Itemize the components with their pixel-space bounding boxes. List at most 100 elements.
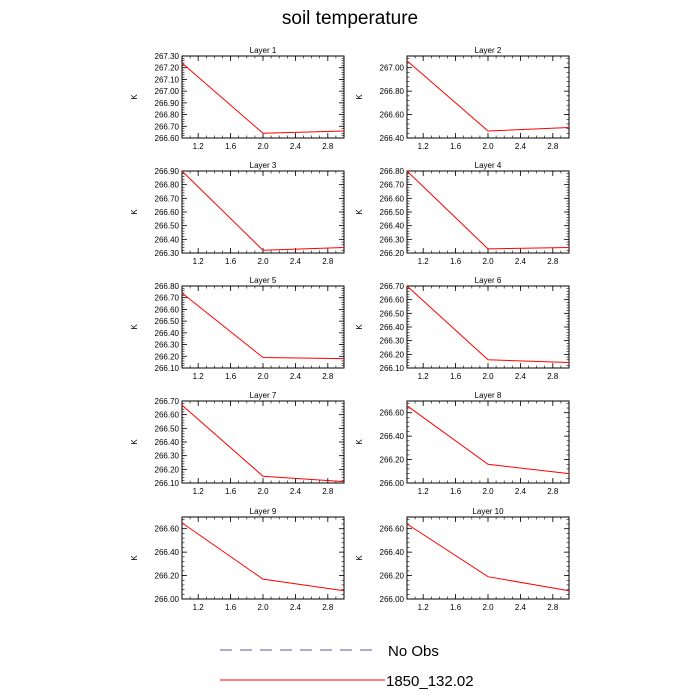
x-tick-label: 2.8: [322, 603, 334, 612]
y-tick-label: 266.70: [380, 282, 405, 291]
y-tick-label: 266.10: [380, 364, 405, 373]
y-tick-label: 266.60: [380, 194, 405, 203]
y-tick-label: 266.20: [155, 465, 180, 474]
panel-layer-1: Layer 1 K 266.60 266.70 266.80 266.90 267.00 26…: [130, 46, 345, 151]
y-tick-label: 266.60: [155, 305, 180, 314]
y-tick-label: 266.50: [155, 317, 180, 326]
x-tick-label: 2.0: [482, 487, 494, 496]
y-tick-label: 266.70: [155, 397, 180, 406]
x-tick-label: 2.4: [290, 603, 302, 612]
plot-frame: [181, 516, 345, 600]
x-tick-label: 1.2: [418, 257, 430, 266]
y-axis-label: K: [130, 209, 139, 215]
y-tick-label: 266.40: [380, 548, 405, 557]
x-tick-label: 1.6: [225, 487, 237, 496]
y-axis-label: K: [130, 439, 139, 445]
y-tick-label: 267.00: [380, 64, 405, 73]
y-tick-label: 266.60: [380, 525, 405, 534]
y-tick-label: 266.20: [380, 456, 405, 465]
series-line: [406, 405, 570, 475]
legend-label-run: 1850_132.02: [386, 673, 474, 690]
x-tick-label: 1.6: [450, 603, 462, 612]
y-tick-label: 266.10: [155, 364, 180, 373]
y-tick-label: 266.70: [155, 294, 180, 303]
y-tick-label: 266.30: [380, 337, 405, 346]
y-tick-label: 266.40: [380, 323, 405, 332]
y-tick-label: 266.40: [380, 222, 405, 231]
y-tick-label: 266.90: [155, 167, 180, 176]
y-tick-label: 266.70: [155, 194, 180, 203]
x-tick-label: 2.8: [322, 142, 334, 151]
y-tick-label: 266.20: [380, 249, 405, 258]
x-tick-label: 2.0: [257, 257, 269, 266]
panel-layer-2: Layer 2 K 266.40 266.60 266.80 267.00 1.2 1.6 2.…: [355, 46, 570, 151]
y-tick-label: 266.70: [380, 181, 405, 190]
legend-label-no-obs: No Obs: [388, 643, 439, 660]
plot-frame: [181, 400, 345, 484]
series-line: [406, 523, 570, 592]
plot-frame: [406, 285, 570, 369]
x-tick-label: 2.4: [515, 372, 527, 381]
y-tick-label: 266.50: [155, 424, 180, 433]
plot-frame: [181, 170, 345, 254]
y-axis-label: K: [355, 94, 364, 100]
panel-title: Layer 1: [250, 46, 277, 55]
y-tick-label: 266.30: [155, 249, 180, 258]
y-tick-label: 266.60: [155, 134, 180, 143]
y-axis-label: K: [355, 555, 364, 561]
y-tick-label: 267.30: [155, 52, 180, 61]
y-tick-label: 266.80: [380, 167, 405, 176]
panel-layer-3: Layer 3 K 266.30 266.40 266.50 266.60 266.70 26…: [130, 161, 345, 266]
x-tick-label: 1.6: [225, 603, 237, 612]
x-tick-label: 2.0: [482, 257, 494, 266]
y-axis-label: K: [355, 209, 364, 215]
x-tick-label: 2.0: [257, 142, 269, 151]
y-tick-label: 266.60: [155, 411, 180, 420]
panel-title: Layer 6: [475, 276, 502, 285]
panel-layer-4: Layer 4 K 266.20 266.30 266.40 266.50 266.60 26…: [355, 161, 570, 266]
x-tick-label: 2.8: [547, 487, 559, 496]
y-tick-label: 266.60: [380, 409, 405, 418]
x-tick-label: 1.2: [418, 142, 430, 151]
x-tick-label: 2.4: [515, 142, 527, 151]
series-line: [406, 170, 570, 250]
series-line: [406, 285, 570, 363]
y-tick-label: 266.20: [155, 352, 180, 361]
x-tick-label: 1.6: [450, 487, 462, 496]
x-tick-label: 2.8: [322, 487, 334, 496]
y-axis-label: K: [130, 555, 139, 561]
series-line: [406, 60, 570, 132]
x-tick-label: 2.0: [482, 372, 494, 381]
legend: No Obs 1850_132.02: [220, 643, 474, 690]
panel-title: Layer 5: [250, 276, 277, 285]
x-tick-label: 2.8: [547, 603, 559, 612]
x-tick-label: 2.0: [482, 142, 494, 151]
x-tick-label: 2.0: [257, 603, 269, 612]
panel-title: Layer 10: [472, 507, 504, 516]
y-tick-label: 266.60: [155, 208, 180, 217]
plot-frame: [406, 55, 570, 139]
y-tick-label: 266.30: [380, 235, 405, 244]
panel-layer-9: Layer 9 K 266.00 266.20 266.40 266.60 1.2 1.6 2.…: [130, 507, 345, 612]
x-tick-label: 2.0: [257, 372, 269, 381]
panel-layer-5: Layer 5 K 266.10 266.20 266.30 266.40 266.50 26…: [130, 276, 345, 381]
panel-layer-6: Layer 6 K 266.10 266.20 266.30 266.40 266.50 26…: [355, 276, 570, 381]
y-tick-label: 266.40: [155, 438, 180, 447]
x-tick-label: 1.6: [225, 372, 237, 381]
x-tick-label: 2.4: [290, 142, 302, 151]
y-tick-label: 266.40: [155, 329, 180, 338]
x-tick-label: 2.8: [547, 372, 559, 381]
y-tick-label: 266.80: [380, 87, 405, 96]
y-axis-label: K: [355, 439, 364, 445]
y-tick-label: 266.80: [155, 111, 180, 120]
y-axis-label: K: [130, 94, 139, 100]
x-tick-label: 2.8: [322, 257, 334, 266]
x-tick-label: 2.4: [290, 372, 302, 381]
plot-frame: [406, 170, 570, 254]
figure-title: soil temperature: [281, 8, 419, 29]
panel-layer-10: Layer 10 K 266.00 266.20 266.40 266.60 1.2 1.6 2…: [355, 507, 570, 612]
y-tick-label: 266.40: [155, 235, 180, 244]
series-line: [181, 522, 345, 592]
y-tick-label: 266.30: [155, 341, 180, 350]
